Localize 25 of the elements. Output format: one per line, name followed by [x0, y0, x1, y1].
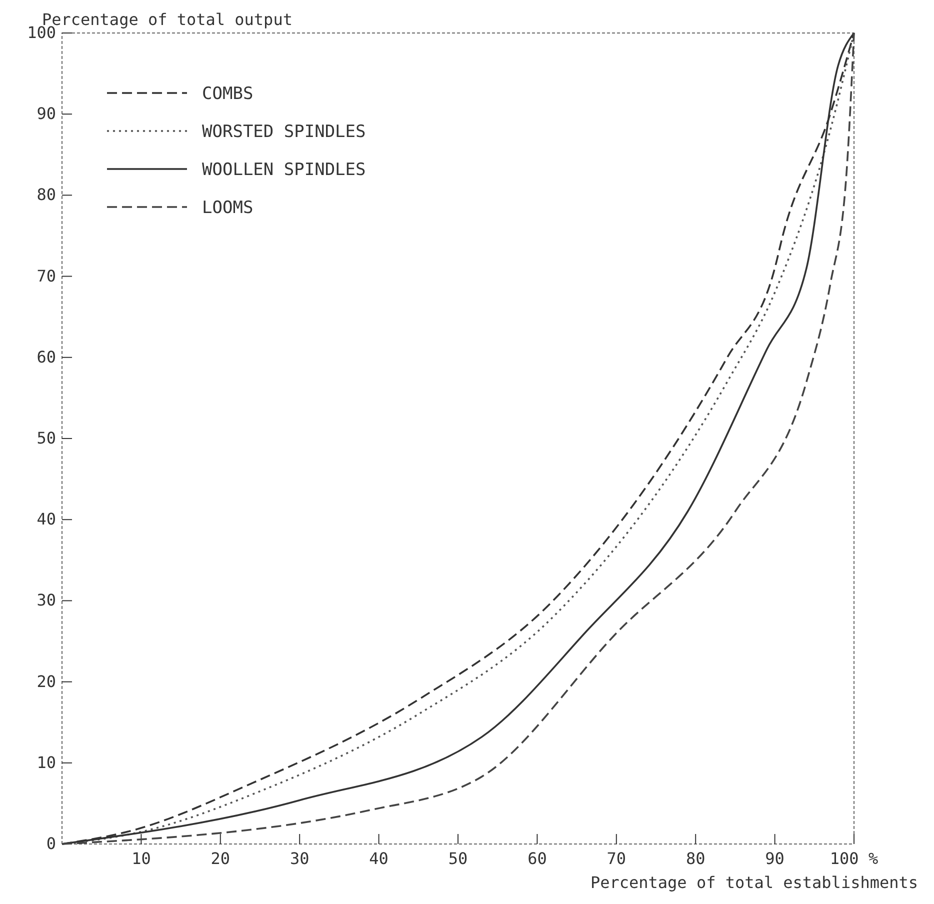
y-tick-label: 70 [36, 266, 56, 286]
y-tick-label: 60 [36, 347, 56, 366]
x-axis-title: Percentage of total establishments [590, 873, 918, 892]
y-tick-label: 10 [36, 752, 56, 772]
legend-label: WORSTED SPINDLES [202, 122, 366, 142]
y-tick-label: 0 [46, 834, 56, 853]
legend-label: WOOLLEN SPINDLES [202, 160, 366, 180]
y-tick-label: 90 [36, 104, 56, 124]
x-tick-label: 40 [369, 849, 388, 868]
x-tick-label: 80 [686, 849, 706, 868]
x-tick-label: 30 [290, 849, 310, 868]
y-tick-label: 80 [36, 185, 56, 204]
legend-label: COMBS [202, 84, 254, 104]
y-tick-label: 40 [36, 510, 56, 529]
x-tick-label: 90 [765, 849, 784, 868]
legend-label: LOOMS [202, 198, 254, 218]
y-tick-label: 50 [36, 428, 56, 448]
x-tick-label: 100 % [830, 849, 878, 868]
x-tick-label: 10 [132, 849, 151, 868]
x-tick-label: 60 [528, 849, 547, 868]
y-tick-label: 20 [36, 672, 56, 691]
x-tick-label: 70 [606, 849, 626, 868]
x-tick-label: 20 [210, 849, 230, 868]
y-tick-label: 30 [36, 590, 56, 610]
x-tick-label: 50 [448, 849, 468, 868]
